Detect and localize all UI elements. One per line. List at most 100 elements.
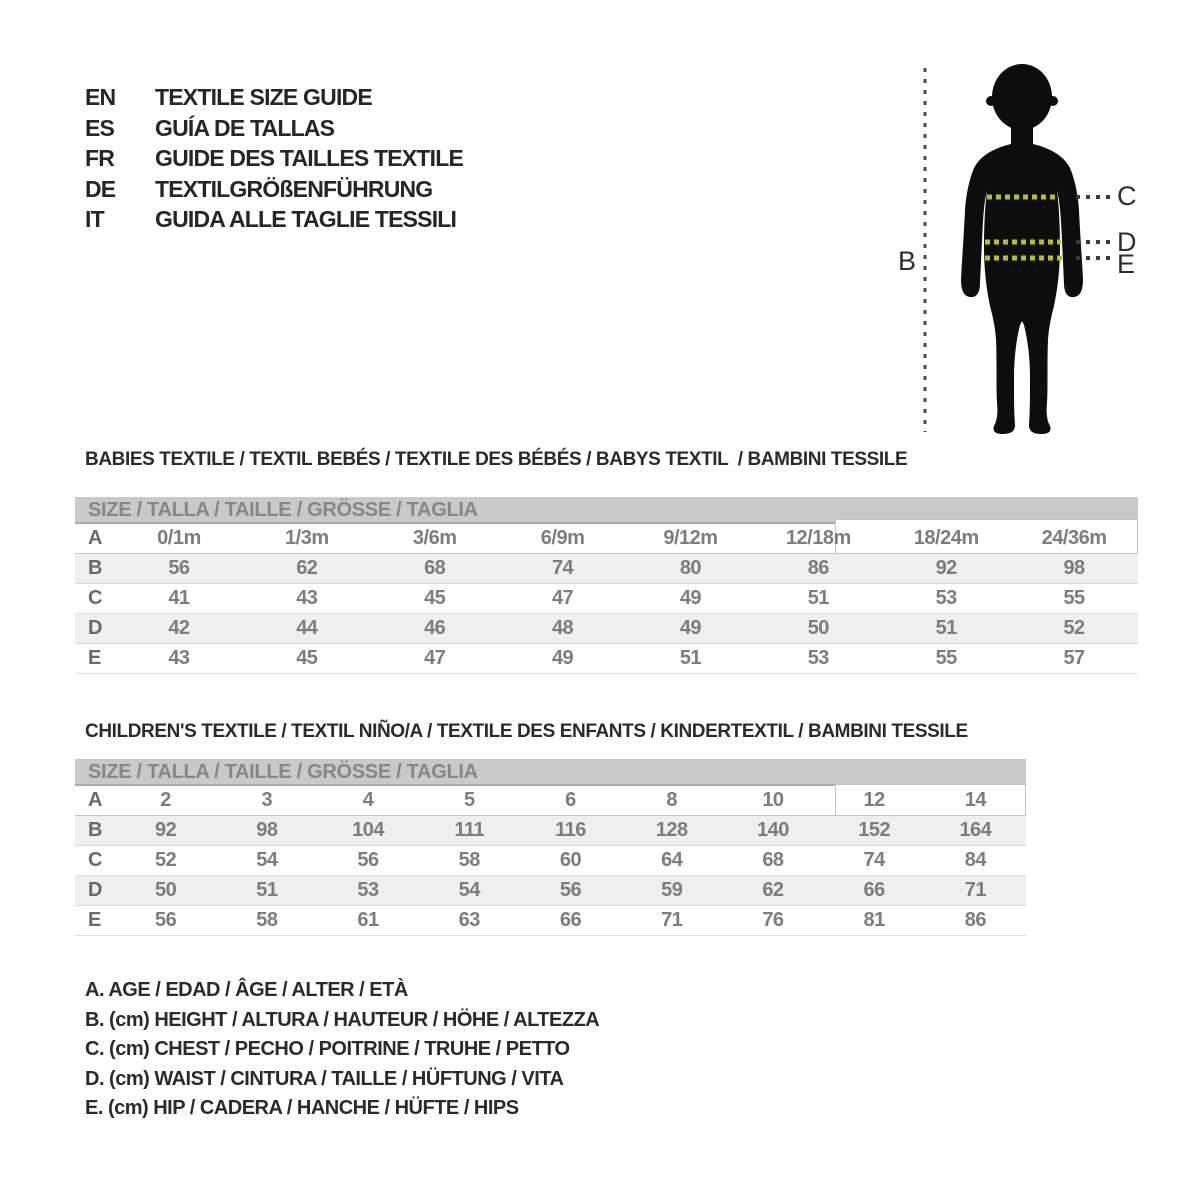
language-code: IT (85, 206, 105, 232)
table-row: E 56 58 61 63 66 71 76 81 86 (75, 906, 1026, 936)
babies-heading: BABIES TEXTILE / TEXTIL BEBÉS / TEXTILE … (85, 449, 908, 470)
row-label: A (88, 789, 102, 811)
table-cell: 50 (154, 879, 177, 901)
table-row: E 43 45 47 49 51 53 55 57 (75, 644, 1138, 674)
measurement-diagram: B C D E (898, 64, 1137, 434)
table-row: A 2 3 4 5 6 8 10 12 14 (75, 786, 1026, 816)
row-label: D (88, 879, 102, 901)
table-cell: 140 (757, 819, 789, 841)
table-cell: 51 (256, 879, 278, 901)
language-row: IT GUIDA ALLE TAGLIE TESSILI (85, 204, 463, 235)
language-label: TEXTILGRÖßENFÜHRUNG (155, 175, 433, 202)
table-row: D 50 51 53 54 56 59 62 66 71 (75, 876, 1026, 906)
children-size-header: SIZE / TALLA / TAILLE / GRÖSSE / TAGLIA (75, 759, 1026, 786)
table-cell: 58 (458, 849, 481, 871)
language-label: GUIDE DES TAILLES TEXTILE (155, 145, 464, 171)
table-cell: 54 (458, 879, 481, 901)
table-cell: 64 (661, 849, 683, 871)
table-cell: 42 (168, 617, 190, 639)
table-cell: 63 (458, 909, 481, 931)
legend-line: A. AGE / EDAD / ÂGE / ALTER / ETÀ (85, 979, 408, 1001)
table-cell: 86 (807, 557, 830, 579)
table-cell: 74 (551, 557, 574, 579)
waist-label: D (1117, 227, 1137, 257)
table-cell: 1/3m (285, 527, 329, 549)
language-row: ES GUÍA DE TALLAS (85, 113, 463, 144)
table-cell: 152 (858, 819, 891, 841)
table-cell: 6 (565, 789, 576, 811)
table-cell: 66 (863, 879, 886, 901)
height-label: B (898, 246, 916, 276)
table-cell: 47 (424, 647, 446, 669)
table-cell: 51 (679, 647, 702, 669)
table-cell: 47 (551, 587, 574, 609)
row-label: E (88, 647, 101, 669)
table-cell: 14 (964, 789, 987, 811)
table-cell: 51 (935, 617, 958, 639)
table-cell: 9/12m (663, 527, 718, 549)
table-cell: 68 (424, 557, 446, 579)
language-code: DE (85, 175, 116, 202)
table-cell: 56 (154, 909, 177, 931)
table-cell: 66 (559, 909, 582, 931)
table-cell: 54 (256, 849, 278, 871)
table-cell: 81 (863, 909, 886, 931)
table-cell: 60 (559, 849, 582, 871)
legend-line: D. (cm) WAIST / CINTURA / TAILLE / HÜFTU… (85, 1067, 564, 1090)
children-size-highlight-box (835, 784, 1026, 817)
table-cell: 48 (551, 617, 574, 639)
table-cell: 98 (1063, 557, 1085, 579)
language-label: GUIDA ALLE TAGLIE TESSILI (155, 206, 457, 232)
children-table-rows: A 2 3 4 5 6 8 10 12 14 B 92 98 104 111 116 128 140 152 164 C… (75, 786, 1026, 936)
table-cell: 43 (296, 587, 318, 609)
language-label: TEXTILE SIZE GUIDE (155, 84, 373, 110)
babies-size-header: SIZE / TALLA / TAILLE / GRÖSSE / TAGLIA (75, 497, 1138, 524)
language-label: GUÍA DE TALLAS (155, 114, 335, 141)
table-cell: 71 (661, 909, 683, 931)
table-cell: 56 (357, 849, 379, 871)
table-cell: 116 (555, 819, 586, 841)
row-label: D (88, 617, 102, 639)
language-row: FR GUIDE DES TAILLES TEXTILE (85, 143, 464, 174)
table-cell: 0/1m (157, 527, 201, 549)
table-cell: 56 (559, 879, 582, 901)
children-table: SIZE / TALLA / TAILLE / GRÖSSE / TAGLIA … (75, 759, 1026, 936)
table-cell: 12/18m (785, 527, 851, 549)
language-code: EN (85, 84, 116, 110)
language-list: EN TEXTILE SIZE GUIDE ES GUÍA DE TALLAS FR GU… (85, 82, 464, 235)
table-cell: 71 (964, 879, 987, 901)
table-cell: 84 (964, 849, 987, 871)
table-row: A 0/1m 1/3m 3/6m 6/9m 9/12m 12/18m 18/24m 24/36m (75, 524, 1138, 554)
table-cell: 55 (1063, 587, 1085, 609)
table-cell: 3/6m (412, 527, 457, 549)
table-row: C 41 43 45 47 49 51 53 55 (75, 584, 1138, 614)
table-cell: 46 (424, 617, 446, 639)
table-row: B 92 98 104 111 116 128 140 152 164 (75, 816, 1026, 846)
table-cell: 128 (655, 819, 688, 841)
table-cell: 57 (1063, 647, 1085, 669)
table-cell: 41 (168, 587, 190, 609)
table-cell: 10 (762, 789, 784, 811)
language-code: FR (85, 145, 115, 171)
table-cell: 43 (168, 647, 190, 669)
table-cell: 12 (863, 789, 886, 811)
legend-line: C. (cm) CHEST / PECHO / POITRINE / TRUHE… (85, 1038, 570, 1060)
legend-line: B. (cm) HEIGHT / ALTURA / HAUTEUR / HÖHE… (85, 1008, 600, 1031)
row-label: A (88, 527, 102, 549)
language-row: EN TEXTILE SIZE GUIDE (85, 82, 463, 113)
table-cell: 53 (357, 879, 379, 901)
row-label: E (88, 909, 101, 931)
table-cell: 53 (935, 587, 958, 609)
row-label: C (88, 587, 102, 609)
table-cell: 18/24m (913, 527, 979, 549)
table-cell: 62 (296, 557, 318, 579)
table-cell: 49 (679, 587, 702, 609)
row-label: B (88, 557, 102, 579)
babies-table: SIZE / TALLA / TAILLE / GRÖSSE / TAGLIA … (75, 497, 1138, 674)
child-silhouette (961, 64, 1083, 434)
table-cell: 52 (154, 849, 177, 871)
babies-table-rows: A 0/1m 1/3m 3/6m 6/9m 9/12m 12/18m 18/24m 24/36m… (75, 524, 1138, 674)
table-cell: 74 (863, 849, 886, 871)
table-cell: 52 (1063, 617, 1085, 639)
